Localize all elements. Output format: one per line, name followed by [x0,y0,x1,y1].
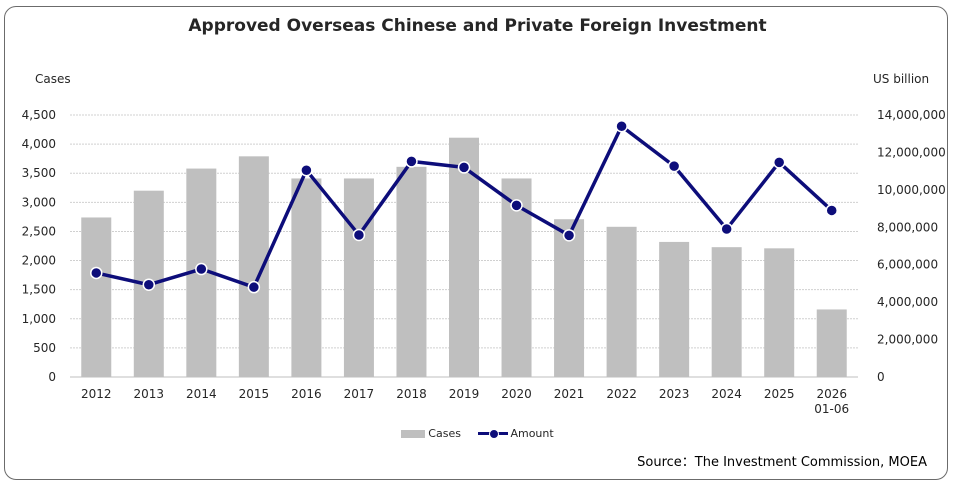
right-tick-label: 2,000,000 [877,333,938,347]
category-label: 2021 [554,387,585,401]
category-label: 2012 [81,387,112,401]
point-amount [247,280,261,294]
legend-amount-label: Amount [510,427,554,440]
left-tick-label: 1,500 [22,283,56,297]
left-tick-label: 500 [33,341,56,355]
right-tick-label: 6,000,000 [877,258,938,272]
bar-cases [343,178,374,377]
right-tick-label: 8,000,000 [877,220,938,234]
right-tick-label: 4,000,000 [877,295,938,309]
point-amount [667,159,681,173]
left-tick-label: 4,000 [22,137,56,151]
legend-amount-swatch [478,429,509,439]
source-note: Source：The Investment Commission, MOEA [637,455,927,470]
point-amount [510,199,523,212]
point-amount [720,222,733,236]
left-axis-title: Cases [35,72,71,86]
point-amount [457,161,471,174]
legend-cases-label: Cases [428,427,461,440]
point-amount [562,229,576,242]
point-amount [825,204,838,217]
point-amount [195,262,208,276]
left-tick-label: 2,500 [22,224,56,238]
right-tick-label: 14,000,000 [877,108,946,122]
legend: Cases Amount [0,427,955,440]
left-tick-label: 4,500 [22,108,56,122]
bar-cases [764,248,795,377]
right-axis-title: US billion [873,72,930,86]
right-tick-label: 12,000,000 [877,145,946,159]
bar-cases [396,166,427,377]
right-tick-label: 0 [877,370,885,384]
chart-title: Approved Overseas Chinese and Private Fo… [188,16,767,36]
point-amount [90,266,103,280]
bar-cases [606,226,637,377]
bar-cases [554,219,585,377]
bar-cases [816,309,847,377]
bar-cases [659,241,690,377]
category-label: 2017 [344,387,375,401]
category-label: 2025 [764,387,795,401]
bar-cases [449,137,479,377]
category-label: 2019 [449,387,480,401]
point-amount [300,163,313,177]
category-label: 2024 [711,387,742,401]
point-amount [405,155,418,168]
bar-cases [291,178,322,377]
right-tick-label: 10,000,000 [877,183,946,197]
category-label: 2023 [659,387,690,401]
category-label: 2018 [396,387,427,401]
point-amount [772,156,786,169]
left-tick-label: 3,000 [22,195,56,209]
category-label: 2016 [291,387,322,401]
category-label: 2014 [186,387,217,401]
category-label: 2020 [501,387,532,401]
category-label: 01-06 [814,402,849,416]
left-tick-label: 3,500 [22,166,56,180]
legend-cases-swatch [401,430,426,438]
category-label: 2026 [816,387,847,401]
category-label: 2015 [239,387,270,401]
left-tick-label: 1,000 [22,312,56,326]
category-label: 2022 [606,387,637,401]
left-tick-label: 0 [48,370,56,384]
point-amount [352,228,366,242]
bar-cases [81,217,112,377]
category-label: 2013 [134,387,165,401]
point-amount [142,278,156,291]
left-tick-label: 2,000 [22,254,56,268]
bar-cases [711,247,742,377]
point-amount [615,119,628,133]
